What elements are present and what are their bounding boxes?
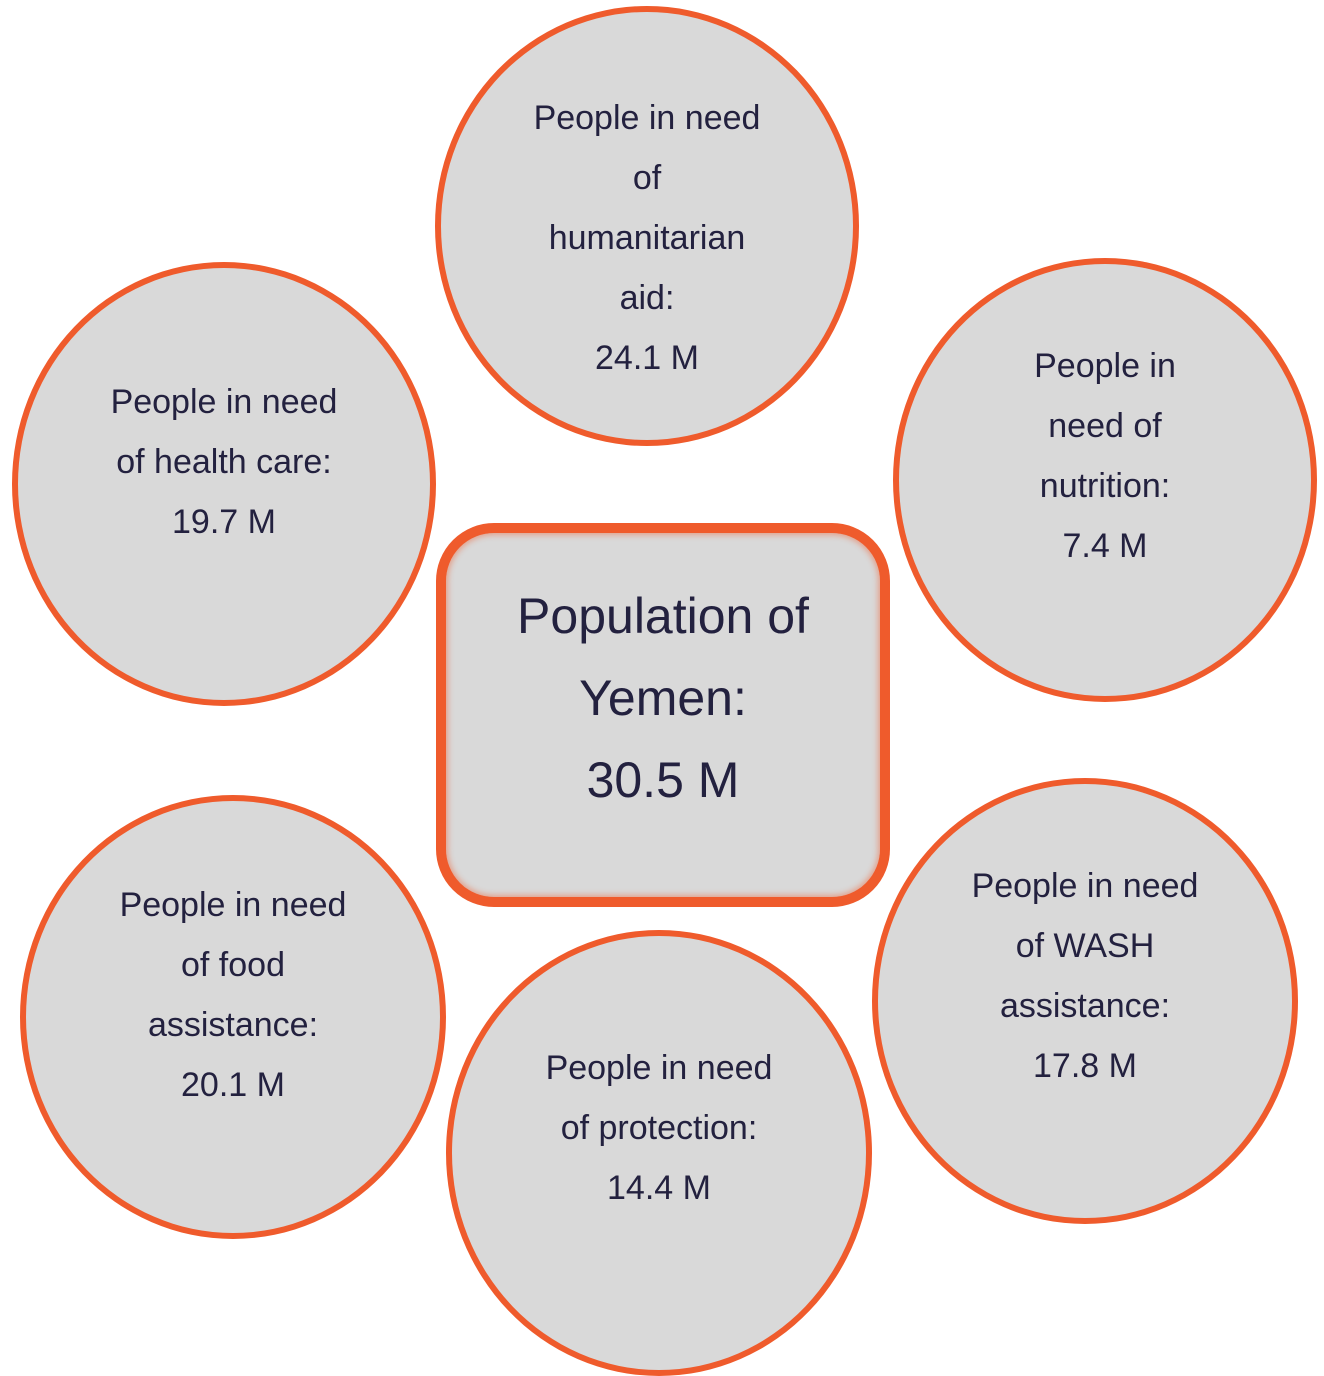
humanitarian-aid-label: People in need of humanitarian aid: 24.1…	[534, 88, 761, 388]
health-care-label: People in need of health care: 19.7 M	[111, 372, 338, 552]
bubble-line: of health care:	[116, 443, 332, 481]
nutrition-label: People in need of nutrition: 7.4 M	[1034, 336, 1176, 576]
bubble-line: People in need	[971, 867, 1199, 905]
bubble-line: assistance:	[999, 987, 1171, 1025]
bubble-line: nutrition:	[1039, 467, 1171, 505]
bubble-value: 7.4 M	[1062, 527, 1148, 565]
wash-assistance-label: People in need of WASH assistance: 17.8 …	[972, 856, 1199, 1096]
bubble-line: need of	[1048, 407, 1162, 445]
bubble-line: People in need	[119, 886, 347, 924]
health-care-bubble: People in need of health care: 19.7 M	[12, 262, 436, 706]
bubble-line: of WASH	[1015, 927, 1155, 965]
bubble-value: 24.1 M	[595, 339, 699, 377]
food-assistance-label: People in need of food assistance: 20.1 …	[120, 875, 347, 1115]
humanitarian-aid-bubble: People in need of humanitarian aid: 24.1…	[435, 6, 859, 446]
bubble-line: of	[632, 159, 662, 197]
protection-bubble: People in need of protection: 14.4 M	[446, 930, 872, 1376]
population-box: Population of Yemen: 30.5 M	[436, 523, 890, 907]
bubble-line: humanitarian	[548, 219, 746, 257]
protection-label: People in need of protection: 14.4 M	[546, 1038, 773, 1218]
population-value: 30.5 M	[586, 752, 740, 808]
bubble-line: assistance:	[147, 1006, 319, 1044]
bubble-line: People in need	[110, 383, 338, 421]
nutrition-bubble: People in need of nutrition: 7.4 M	[893, 258, 1317, 702]
bubble-value: 19.7 M	[172, 503, 276, 541]
food-assistance-bubble: People in need of food assistance: 20.1 …	[20, 795, 446, 1239]
bubble-line: aid:	[619, 279, 675, 317]
bubble-line: of protection:	[560, 1109, 758, 1147]
bubble-line: People in	[1034, 347, 1176, 385]
population-line: Population of	[517, 588, 809, 644]
bubble-value: 14.4 M	[607, 1169, 711, 1207]
bubble-line: of food	[181, 946, 285, 984]
bubble-line: People in need	[545, 1049, 773, 1087]
wash-assistance-bubble: People in need of WASH assistance: 17.8 …	[872, 778, 1298, 1224]
population-label: Population of Yemen: 30.5 M	[517, 575, 809, 821]
bubble-value: 17.8 M	[1033, 1047, 1137, 1085]
bubble-value: 20.1 M	[181, 1066, 285, 1104]
population-line: Yemen:	[579, 670, 747, 726]
bubble-line: People in need	[533, 99, 761, 137]
